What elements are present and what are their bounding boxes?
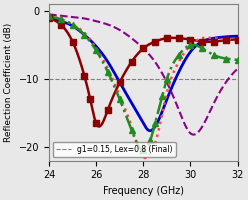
g1=0.2, Lex=0.8 bbox=[71, 40, 74, 43]
g1=0.115, Lex=0.7 bbox=[59, 18, 62, 20]
Line: g1=0.1, Lex=0.8: g1=0.1, Lex=0.8 bbox=[49, 14, 238, 135]
g1=0.15, Lex=0.5 bbox=[164, 99, 167, 101]
g1=0.2, Lex=0.8 bbox=[224, 39, 227, 41]
g1=0.2, Lex=0.8 bbox=[165, 37, 168, 39]
g1=0.115, Lex=0.7 bbox=[236, 59, 239, 61]
g1=0.2, Lex=0.8 bbox=[130, 61, 133, 63]
g1=0.2, Lex=0.8 bbox=[83, 74, 86, 77]
g1=0.1, Lex=0.8 bbox=[48, 13, 51, 16]
g1=0.1, Lex=0.8 bbox=[163, 76, 166, 79]
g1=0.115, Lex=0.7 bbox=[201, 47, 204, 50]
g1=0.15, Lex=0.8 (Final) bbox=[48, 17, 51, 19]
g1=0.1, Lex=0.8 bbox=[160, 71, 163, 73]
g1=0.15, Lex=0.5 bbox=[207, 37, 210, 39]
g1=0.15, Lex=0.5 bbox=[144, 157, 147, 159]
Y-axis label: Reflection Coefficient (dB): Reflection Coefficient (dB) bbox=[4, 23, 13, 142]
Line: g1=0.15, Lex=0.5: g1=0.15, Lex=0.5 bbox=[49, 16, 238, 158]
g1=0.115, Lex=0.7 bbox=[47, 15, 50, 18]
g1=0.2, Lex=0.8 bbox=[47, 17, 50, 19]
g1=0.15, Lex=0.5 bbox=[160, 117, 163, 119]
g1=0.15, Lex=0.8 (Final) bbox=[207, 38, 210, 40]
g1=0.1, Lex=0.8 bbox=[192, 133, 195, 136]
g1=0.15, Lex=0.8 (Final) bbox=[47, 17, 50, 19]
g1=0.115, Lex=0.7 bbox=[161, 95, 164, 97]
g1=0.2, Lex=0.8 bbox=[213, 40, 216, 43]
g1=0.115, Lex=0.7 bbox=[213, 54, 216, 56]
g1=0.115, Lex=0.7 bbox=[189, 44, 192, 46]
g1=0.15, Lex=0.5 bbox=[219, 38, 222, 40]
g1=0.115, Lex=0.7 bbox=[142, 149, 145, 152]
g1=0.115, Lex=0.7 bbox=[165, 78, 168, 80]
Line: g1=0.2, Lex=0.8: g1=0.2, Lex=0.8 bbox=[46, 15, 240, 126]
g1=0.1, Lex=0.8 bbox=[236, 68, 239, 70]
g1=0.115, Lex=0.7 bbox=[83, 34, 86, 36]
g1=0.15, Lex=0.5 bbox=[48, 15, 51, 18]
Line: g1=0.15, Lex=0.8 (Final): g1=0.15, Lex=0.8 (Final) bbox=[49, 18, 238, 131]
g1=0.115, Lex=0.7 bbox=[95, 49, 98, 52]
g1=0.2, Lex=0.8 bbox=[177, 37, 180, 39]
g1=0.115, Lex=0.7 bbox=[71, 23, 74, 26]
g1=0.2, Lex=0.8 bbox=[89, 98, 92, 101]
g1=0.2, Lex=0.8 bbox=[118, 81, 121, 84]
g1=0.15, Lex=0.8 (Final) bbox=[164, 103, 167, 105]
X-axis label: Frequency (GHz): Frequency (GHz) bbox=[103, 186, 184, 196]
g1=0.2, Lex=0.8 bbox=[95, 122, 98, 124]
g1=0.15, Lex=0.8 (Final) bbox=[160, 113, 163, 115]
g1=0.1, Lex=0.8 bbox=[219, 89, 222, 92]
Legend: g1=0.15, Lex=0.8 (Final): g1=0.15, Lex=0.8 (Final) bbox=[53, 142, 176, 157]
g1=0.1, Lex=0.8 bbox=[207, 113, 210, 115]
g1=0.2, Lex=0.8 bbox=[189, 38, 192, 41]
g1=0.115, Lex=0.7 bbox=[106, 71, 109, 73]
g1=0.2, Lex=0.8 bbox=[106, 108, 109, 111]
g1=0.115, Lex=0.7 bbox=[130, 129, 133, 131]
g1=0.115, Lex=0.7 bbox=[149, 139, 152, 141]
g1=0.115, Lex=0.7 bbox=[177, 54, 180, 56]
Line: g1=0.115, Lex=0.7: g1=0.115, Lex=0.7 bbox=[46, 14, 240, 153]
g1=0.2, Lex=0.8 bbox=[142, 47, 145, 50]
g1=0.115, Lex=0.7 bbox=[118, 98, 121, 101]
g1=0.1, Lex=0.8 bbox=[159, 69, 162, 72]
g1=0.2, Lex=0.8 bbox=[59, 23, 62, 26]
g1=0.1, Lex=0.8 bbox=[47, 13, 50, 16]
g1=0.115, Lex=0.7 bbox=[154, 122, 156, 124]
g1=0.2, Lex=0.8 bbox=[201, 40, 204, 43]
g1=0.15, Lex=0.5 bbox=[236, 40, 239, 43]
g1=0.15, Lex=0.8 (Final) bbox=[219, 36, 222, 38]
g1=0.115, Lex=0.7 bbox=[224, 57, 227, 60]
g1=0.15, Lex=0.5 bbox=[47, 15, 50, 18]
g1=0.15, Lex=0.8 (Final) bbox=[236, 35, 239, 37]
g1=0.15, Lex=0.5 bbox=[160, 114, 163, 116]
g1=0.15, Lex=0.8 (Final) bbox=[160, 111, 163, 113]
g1=0.15, Lex=0.8 (Final) bbox=[149, 130, 152, 132]
g1=0.2, Lex=0.8 bbox=[154, 40, 156, 43]
g1=0.2, Lex=0.8 bbox=[236, 38, 239, 41]
